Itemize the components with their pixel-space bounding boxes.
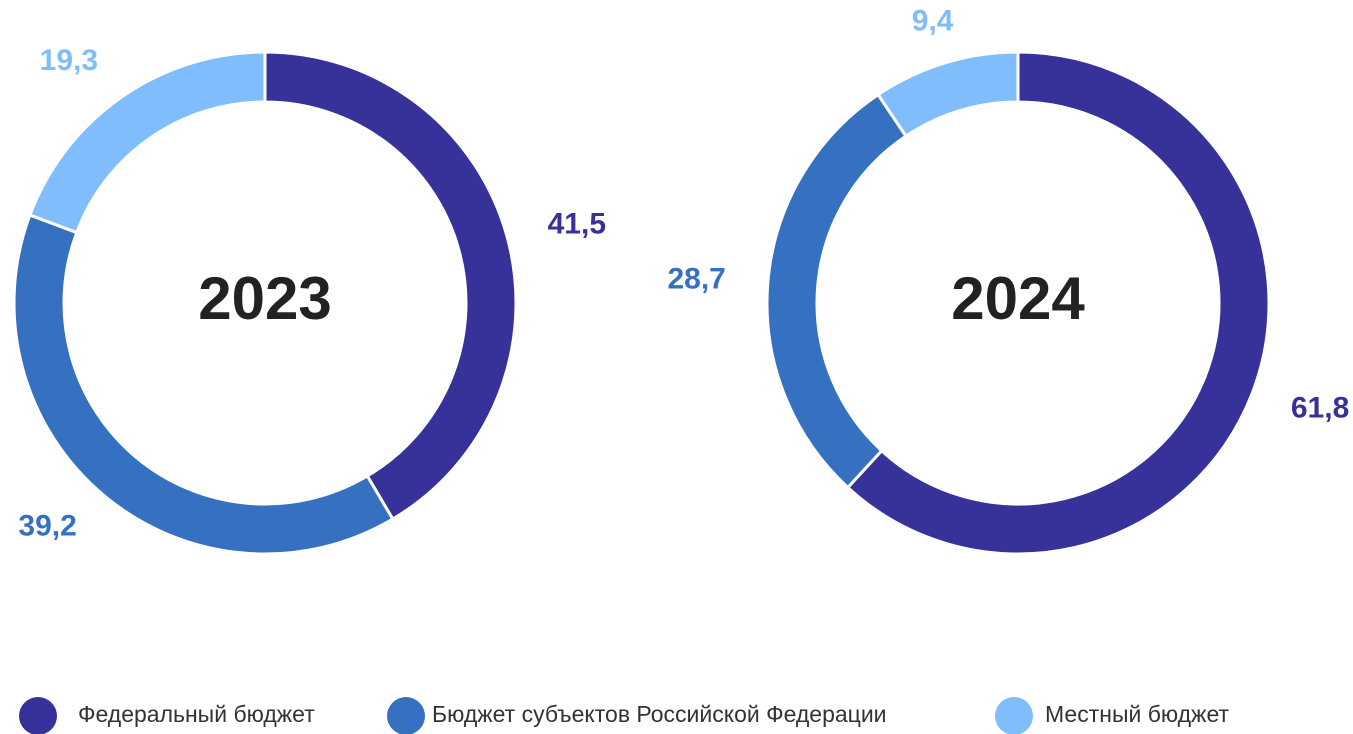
center-title: 2023 bbox=[198, 265, 331, 332]
legend-marker bbox=[387, 697, 425, 734]
value-label: 9,4 bbox=[912, 5, 954, 38]
value-label: 19,3 bbox=[40, 44, 98, 77]
legend-label: Бюджет субъектов Российской Федерации bbox=[432, 701, 887, 727]
value-label: 41,5 bbox=[548, 208, 606, 241]
donut-segment bbox=[845, 50, 1271, 556]
center-title: 2024 bbox=[951, 265, 1085, 332]
legend-marker bbox=[19, 697, 57, 734]
donut-segment bbox=[765, 92, 909, 490]
value-label: 28,7 bbox=[667, 262, 725, 295]
legend-marker bbox=[995, 697, 1033, 734]
legend-label: Местный бюджет bbox=[1045, 701, 1229, 727]
donut-segment bbox=[27, 50, 267, 235]
donut-segment bbox=[263, 50, 518, 522]
value-label: 61,8 bbox=[1291, 392, 1349, 425]
legend-label: Федеральный бюджет bbox=[78, 701, 315, 727]
value-label: 39,2 bbox=[18, 510, 76, 543]
donut-segment bbox=[12, 213, 395, 556]
donut-segment bbox=[876, 50, 1020, 139]
